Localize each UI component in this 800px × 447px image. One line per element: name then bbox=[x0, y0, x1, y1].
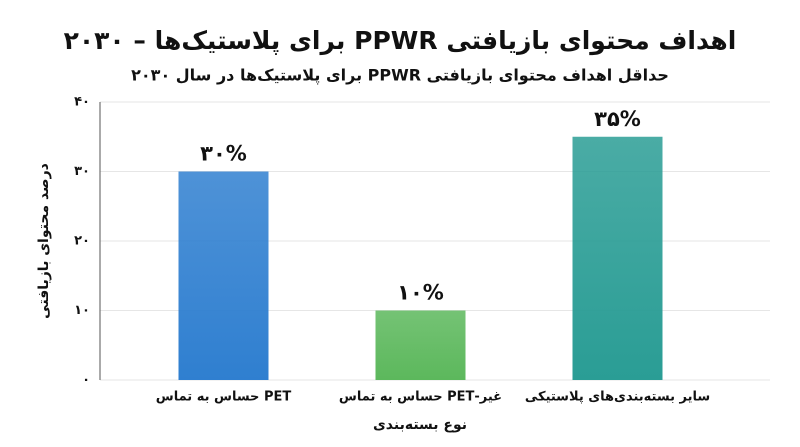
bar bbox=[375, 310, 466, 380]
y-tick-label: ۴۰ bbox=[74, 95, 90, 110]
x-tick-label: سایر بسته‌بندی‌های پلاستیکی bbox=[525, 390, 710, 405]
chart-title: اهداف محتوای بازیافتی PPWR برای پلاستیک‌… bbox=[64, 26, 737, 56]
y-tick-label: ۲۰ bbox=[74, 234, 90, 249]
value-label: ۱۰% bbox=[397, 281, 444, 305]
x-tick-label: غیر-PET حساس به تماس bbox=[339, 390, 502, 405]
value-label: ۳۰% bbox=[200, 142, 247, 166]
y-tick-label: ۳۰ bbox=[74, 164, 90, 179]
x-tick-label: PET حساس به تماس bbox=[156, 390, 292, 405]
y-tick-label: ۱۰ bbox=[74, 303, 90, 318]
x-axis-title: نوع بسته‌بندی bbox=[373, 417, 467, 433]
bar bbox=[178, 171, 269, 380]
value-label: ۳۵% bbox=[594, 107, 641, 131]
bar bbox=[572, 136, 663, 380]
y-tick-label: ۰ bbox=[82, 373, 90, 388]
y-axis-title: درصد محتوای بازیافتی bbox=[36, 163, 52, 319]
chart-subtitle: حداقل اهداف محتوای بازیافتی PPWR برای پل… bbox=[131, 66, 669, 86]
